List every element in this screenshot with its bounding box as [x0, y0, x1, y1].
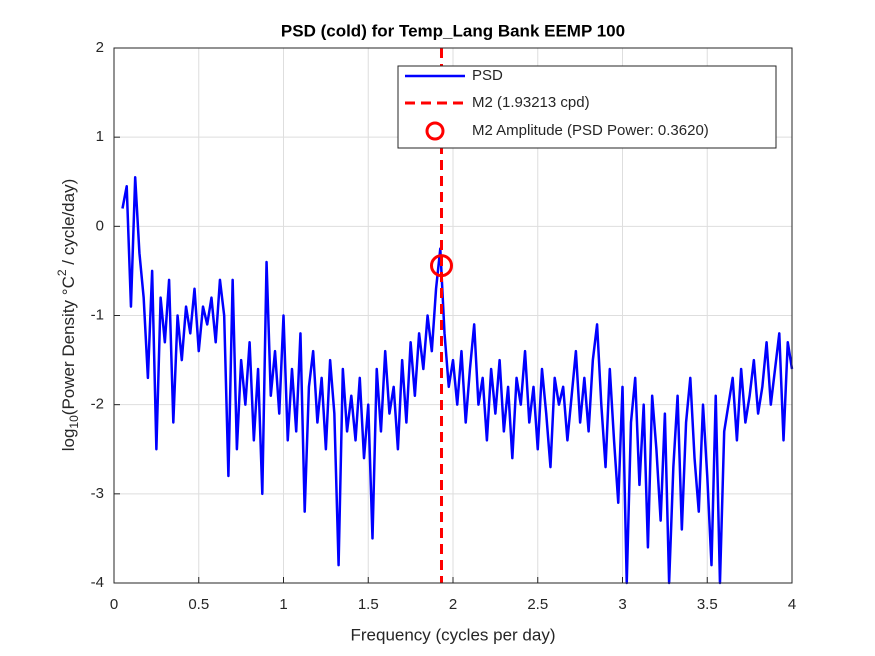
y-tick-label: -2 — [91, 396, 104, 413]
x-tick-label: 2 — [449, 596, 457, 613]
x-tick-label: 1 — [279, 596, 287, 613]
x-tick-label: 3 — [618, 596, 626, 613]
y-tick-label: -3 — [91, 485, 104, 502]
y-tick-label: 0 — [96, 217, 104, 234]
legend-swatch — [425, 121, 445, 141]
legend-label: M2 Amplitude (PSD Power: 0.3620) — [472, 122, 709, 139]
x-tick-label: 4 — [788, 596, 796, 613]
x-tick-label: 1.5 — [358, 596, 379, 613]
y-label-part: log — [59, 429, 78, 452]
y-label-part: (Power Density °C — [59, 276, 78, 415]
y-tick-label: 1 — [96, 128, 104, 145]
y-tick-label: -4 — [91, 574, 104, 591]
x-tick-label: 0.5 — [188, 596, 209, 613]
y-label-subscript: 10 — [67, 415, 81, 429]
m2-marker — [429, 254, 453, 278]
legend-label: PSD — [472, 67, 503, 84]
legend-label: M2 (1.93213 cpd) — [472, 94, 590, 111]
y-tick-label: -1 — [91, 306, 104, 323]
y-label-superscript: 2 — [55, 269, 69, 276]
psd-line — [121, 176, 794, 585]
y-label-part: / cycle/day) — [59, 179, 78, 270]
x-tick-label: 2.5 — [527, 596, 548, 613]
chart-title: PSD (cold) for Temp_Lang Bank EEMP 100 — [281, 21, 625, 40]
x-axis-label: Frequency (cycles per day) — [350, 625, 555, 644]
x-tick-label: 0 — [110, 596, 118, 613]
x-tick-label: 3.5 — [697, 596, 718, 613]
legend-box — [397, 65, 777, 149]
y-tick-label: 2 — [96, 39, 104, 56]
y-axis-label: log10(Power Density °C2 / cycle/day) — [55, 179, 81, 452]
legend: PSD M2 (1.93213 cpd) M2 Amplitude (PSD Pow… — [397, 65, 777, 149]
